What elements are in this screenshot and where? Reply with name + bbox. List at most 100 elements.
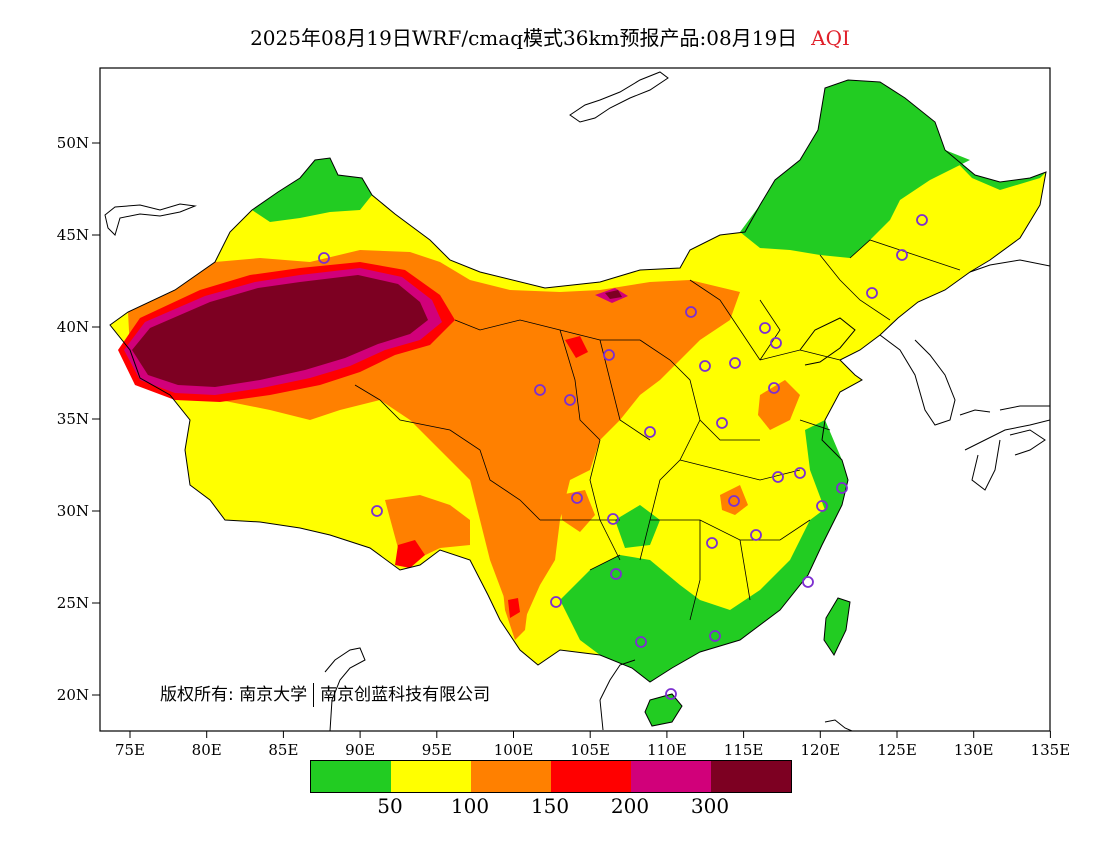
lon-tick-label: 90E bbox=[345, 741, 375, 759]
city-station-marker bbox=[729, 357, 741, 369]
lon-tick-label: 95E bbox=[422, 741, 452, 759]
city-station-marker bbox=[665, 688, 677, 700]
city-station-marker bbox=[318, 252, 330, 264]
lake-balkhash-outline bbox=[104, 203, 197, 236]
lat-tick-label: 35N bbox=[57, 410, 89, 428]
colorbar-swatch bbox=[471, 761, 551, 792]
lon-tick-label: 105E bbox=[570, 741, 610, 759]
lon-tick-label: 120E bbox=[801, 741, 841, 759]
south-sea-coast bbox=[324, 647, 853, 731]
green-central bbox=[615, 505, 660, 548]
lon-tick-label: 85E bbox=[268, 741, 298, 759]
copyright-text: 版权所有: 南京大学 南京创蓝科技有限公司 bbox=[160, 680, 490, 707]
city-station-marker bbox=[916, 214, 928, 226]
city-station-marker bbox=[607, 513, 619, 525]
lon-tick-label: 125E bbox=[877, 741, 917, 759]
colorbar-label: 100 bbox=[450, 794, 490, 818]
lon-tick-label: 80E bbox=[192, 741, 222, 759]
axis-ticks: 50N 45N 40N 35N 30N 25N 20N 75E 80E 85E 90E 95E 100E… bbox=[57, 134, 1070, 759]
lake-baikal-outline bbox=[569, 71, 669, 123]
green-east-patch bbox=[945, 150, 1046, 190]
orange-sichuan-west bbox=[500, 555, 530, 640]
aqi-colorbar bbox=[310, 760, 792, 793]
city-station-marker bbox=[534, 384, 546, 396]
boundaries bbox=[104, 71, 1050, 731]
copyright-suffix: 南京创蓝科技有限公司 bbox=[320, 685, 491, 705]
green-northeast bbox=[740, 80, 970, 258]
city-station-marker bbox=[635, 636, 647, 648]
red-patch-inner-mongolia bbox=[565, 336, 588, 358]
colorbar-swatch bbox=[391, 761, 471, 792]
lat-tick-label: 25N bbox=[57, 594, 89, 612]
colorbar-label: 300 bbox=[690, 794, 730, 818]
city-station-marker bbox=[603, 349, 615, 361]
city-station-marker bbox=[816, 500, 828, 512]
city-station-marker bbox=[550, 596, 562, 608]
colorbar-swatch bbox=[711, 761, 791, 792]
taiwan-outline bbox=[823, 597, 851, 657]
colorbar-swatch bbox=[551, 761, 631, 792]
maroon-patch-north bbox=[605, 290, 622, 299]
korea-outline bbox=[879, 334, 956, 426]
city-station-marker bbox=[564, 394, 576, 406]
city-station-marker bbox=[709, 630, 721, 642]
lon-tick-label: 115E bbox=[724, 741, 764, 759]
lon-tick-label: 135E bbox=[1031, 741, 1071, 759]
city-station-marker bbox=[896, 249, 908, 261]
lon-tick-label: 130E bbox=[954, 741, 994, 759]
city-station-marker bbox=[571, 492, 583, 504]
maroon-tarim-core bbox=[132, 275, 428, 387]
green-south bbox=[560, 505, 842, 682]
orange-sichuan bbox=[560, 490, 595, 532]
city-station-marker bbox=[685, 306, 697, 318]
china-outline bbox=[109, 79, 1047, 683]
city-station-marker bbox=[794, 467, 806, 479]
map-title: 2025年08月19日WRF/cmaq模式36km预报产品:08月19日 AQI bbox=[0, 22, 1100, 51]
city-station-marker bbox=[802, 576, 814, 588]
hainan-green bbox=[645, 694, 682, 726]
lat-tick-label: 45N bbox=[57, 226, 89, 244]
city-station-marker bbox=[772, 471, 784, 483]
taiwan-green bbox=[824, 598, 850, 655]
plot-frame bbox=[99, 67, 1051, 732]
lat-tick-label: 40N bbox=[57, 318, 89, 336]
copyright-separator bbox=[313, 683, 315, 707]
green-xinjiang-north bbox=[252, 158, 372, 222]
city-station-marker bbox=[706, 537, 718, 549]
lon-tick-label: 110E bbox=[647, 741, 687, 759]
colorbar-label: 200 bbox=[610, 794, 650, 818]
city-station-marker bbox=[768, 382, 780, 394]
lon-tick-label: 75E bbox=[115, 741, 145, 759]
city-station-marker bbox=[610, 568, 622, 580]
lat-tick-label: 30N bbox=[57, 502, 89, 520]
city-station-marker bbox=[644, 426, 656, 438]
red-patch-south bbox=[395, 540, 425, 568]
orange-hubei bbox=[720, 485, 748, 515]
city-station-marker bbox=[770, 337, 782, 349]
city-station-marker bbox=[699, 360, 711, 372]
lat-tick-label: 50N bbox=[57, 134, 89, 152]
city-station-marker bbox=[836, 482, 848, 494]
bohai-coast bbox=[799, 317, 856, 366]
orange-hebei bbox=[758, 380, 800, 430]
title-variable: AQI bbox=[811, 26, 850, 50]
colorbar-swatch bbox=[631, 761, 711, 792]
map-fill-layers bbox=[110, 80, 1046, 726]
red-patch-sichuan bbox=[508, 598, 520, 618]
japan-outline bbox=[959, 259, 1050, 491]
station-markers bbox=[318, 214, 928, 700]
title-text: 2025年08月19日WRF/cmaq模式36km预报产品:08月19日 bbox=[250, 26, 798, 50]
city-station-marker bbox=[866, 287, 878, 299]
lon-tick-label: 100E bbox=[494, 741, 534, 759]
city-station-marker bbox=[750, 529, 762, 541]
colorbar-label: 50 bbox=[377, 794, 403, 818]
city-station-marker bbox=[716, 417, 728, 429]
city-station-marker bbox=[759, 322, 771, 334]
hainan-outline bbox=[644, 693, 683, 727]
lat-tick-label: 20N bbox=[57, 686, 89, 704]
colorbar-label: 150 bbox=[530, 794, 570, 818]
copyright-prefix: 版权所有: 南京大学 bbox=[160, 685, 308, 705]
city-station-marker bbox=[371, 505, 383, 517]
colorbar-swatch bbox=[311, 761, 391, 792]
